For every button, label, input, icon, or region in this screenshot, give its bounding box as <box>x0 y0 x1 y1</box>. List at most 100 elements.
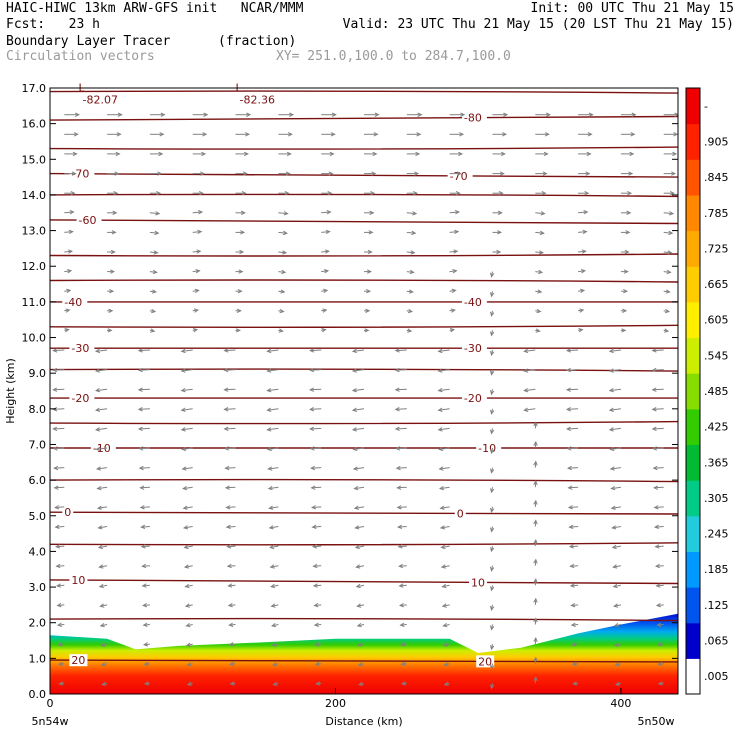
vector-arrow <box>181 369 193 372</box>
vector-arrow <box>398 545 407 548</box>
vector-arrow-head <box>283 211 289 216</box>
vector-arrow <box>99 584 108 588</box>
plot-frame <box>49 87 679 695</box>
vector-arrow <box>313 565 322 567</box>
vector-arrow-head <box>533 597 538 603</box>
vector-arrow-head <box>653 505 659 510</box>
vector-arrow <box>183 506 193 509</box>
vector-arrow-head <box>235 328 241 333</box>
tracer-fill-layer <box>50 613 678 694</box>
vector-arrow-head <box>588 112 594 117</box>
vector-arrow-head <box>440 544 446 550</box>
vector-arrow <box>567 427 579 430</box>
vector-arrow-head <box>608 387 614 393</box>
vector-arrow <box>535 251 543 254</box>
vector-arrow-head <box>321 328 327 333</box>
vector-arrow <box>192 231 202 233</box>
vector-arrow-head <box>674 112 678 117</box>
vector-arrow-head <box>400 661 406 667</box>
vector-arrow-head <box>155 211 161 216</box>
vector-arrow <box>652 408 664 410</box>
vector-arrow-head <box>55 563 61 569</box>
vector-arrow-head <box>180 407 186 412</box>
vector-arrow-head <box>113 190 119 196</box>
vector-arrow-head <box>58 681 64 686</box>
vector-arrow-head <box>651 348 657 353</box>
vector-arrow <box>310 447 322 450</box>
contour-label: -20 <box>71 392 89 405</box>
vector-arrow <box>611 506 621 509</box>
vector-arrow-head <box>565 426 571 432</box>
vector-arrow-head <box>151 289 158 294</box>
vector-arrow-head <box>544 132 550 137</box>
contour-label-bg <box>469 576 488 589</box>
vector-arrow <box>278 251 287 254</box>
vector-arrow-head <box>416 132 422 137</box>
vector-arrow-head <box>656 622 662 627</box>
vector-arrow-head <box>223 348 229 353</box>
vector-arrow-head <box>223 387 229 392</box>
vector-arrow-head <box>652 465 658 471</box>
y-tick-label: 1.0 <box>29 652 47 665</box>
vector-arrow-head <box>185 642 192 647</box>
vector-arrow-head <box>200 171 206 176</box>
vector-arrow-head <box>96 505 102 510</box>
vector-arrow <box>96 349 108 352</box>
vector-arrow <box>98 526 108 529</box>
vector-arrow-head <box>223 407 229 412</box>
vector-arrow-head <box>490 390 495 396</box>
colorbar-label: .545 <box>704 349 729 362</box>
vector-arrow-head <box>223 426 229 432</box>
vector-arrow-head <box>356 623 362 628</box>
vector-arrow-head <box>626 210 632 215</box>
x-right-label: 5n50w <box>638 715 675 728</box>
vector-arrow-head <box>569 563 575 569</box>
contour-label: 20 <box>71 654 85 667</box>
vector-arrow-head <box>656 642 662 647</box>
vector-arrow-head <box>566 446 572 451</box>
vector-arrow-head <box>238 269 244 274</box>
vector-arrow-head <box>226 563 232 569</box>
contour-label-bg <box>62 295 88 308</box>
vector-arrow-head <box>613 623 619 628</box>
vector-arrow-head <box>571 661 577 667</box>
vector-arrow <box>567 388 579 391</box>
vector-arrow <box>440 526 450 529</box>
vector-arrow-head <box>137 367 143 373</box>
vector-arrow-head <box>309 426 315 432</box>
vector-arrow-head <box>266 407 272 412</box>
vector-arrow <box>524 388 536 392</box>
vector-arrow-head <box>111 230 117 235</box>
vector-arrow-head <box>357 642 363 647</box>
vector-arrow <box>578 231 587 233</box>
vector-arrow-head <box>499 171 505 176</box>
vector-arrow <box>438 388 450 392</box>
colorbar-segment <box>686 658 700 695</box>
vector-arrow-head <box>396 485 402 490</box>
vector-arrow-head <box>229 661 235 667</box>
vector-arrow-head <box>439 505 445 510</box>
vector-arrow-head <box>370 190 376 196</box>
vector-arrow-head <box>412 211 418 216</box>
vector-arrow-head <box>272 681 278 686</box>
colorbar-label: .485 <box>704 385 729 398</box>
vector-arrow-head <box>397 544 403 549</box>
vector-arrow-head <box>73 132 79 137</box>
vector-arrow-head <box>608 368 614 373</box>
contour-line <box>50 324 678 328</box>
colorbar-segment <box>686 337 700 374</box>
plot-title: HAIC-HIWC 13km ARW-GFS init NCAR/MMM <box>6 1 304 16</box>
vector-arrow <box>656 584 664 587</box>
vector-arrow-head <box>565 348 571 353</box>
vector-arrow-head <box>94 427 101 432</box>
vector-arrow <box>96 447 108 450</box>
vector-arrow-head <box>490 429 495 435</box>
contour-label: 10 <box>471 576 485 589</box>
contour-line <box>50 579 678 585</box>
vector-arrow <box>64 211 74 214</box>
colorbar-label: .425 <box>704 421 729 434</box>
vector-arrow-head <box>323 288 329 294</box>
vector-arrow-head <box>282 250 288 255</box>
vector-arrow <box>397 486 407 489</box>
vector-arrow <box>268 486 279 490</box>
